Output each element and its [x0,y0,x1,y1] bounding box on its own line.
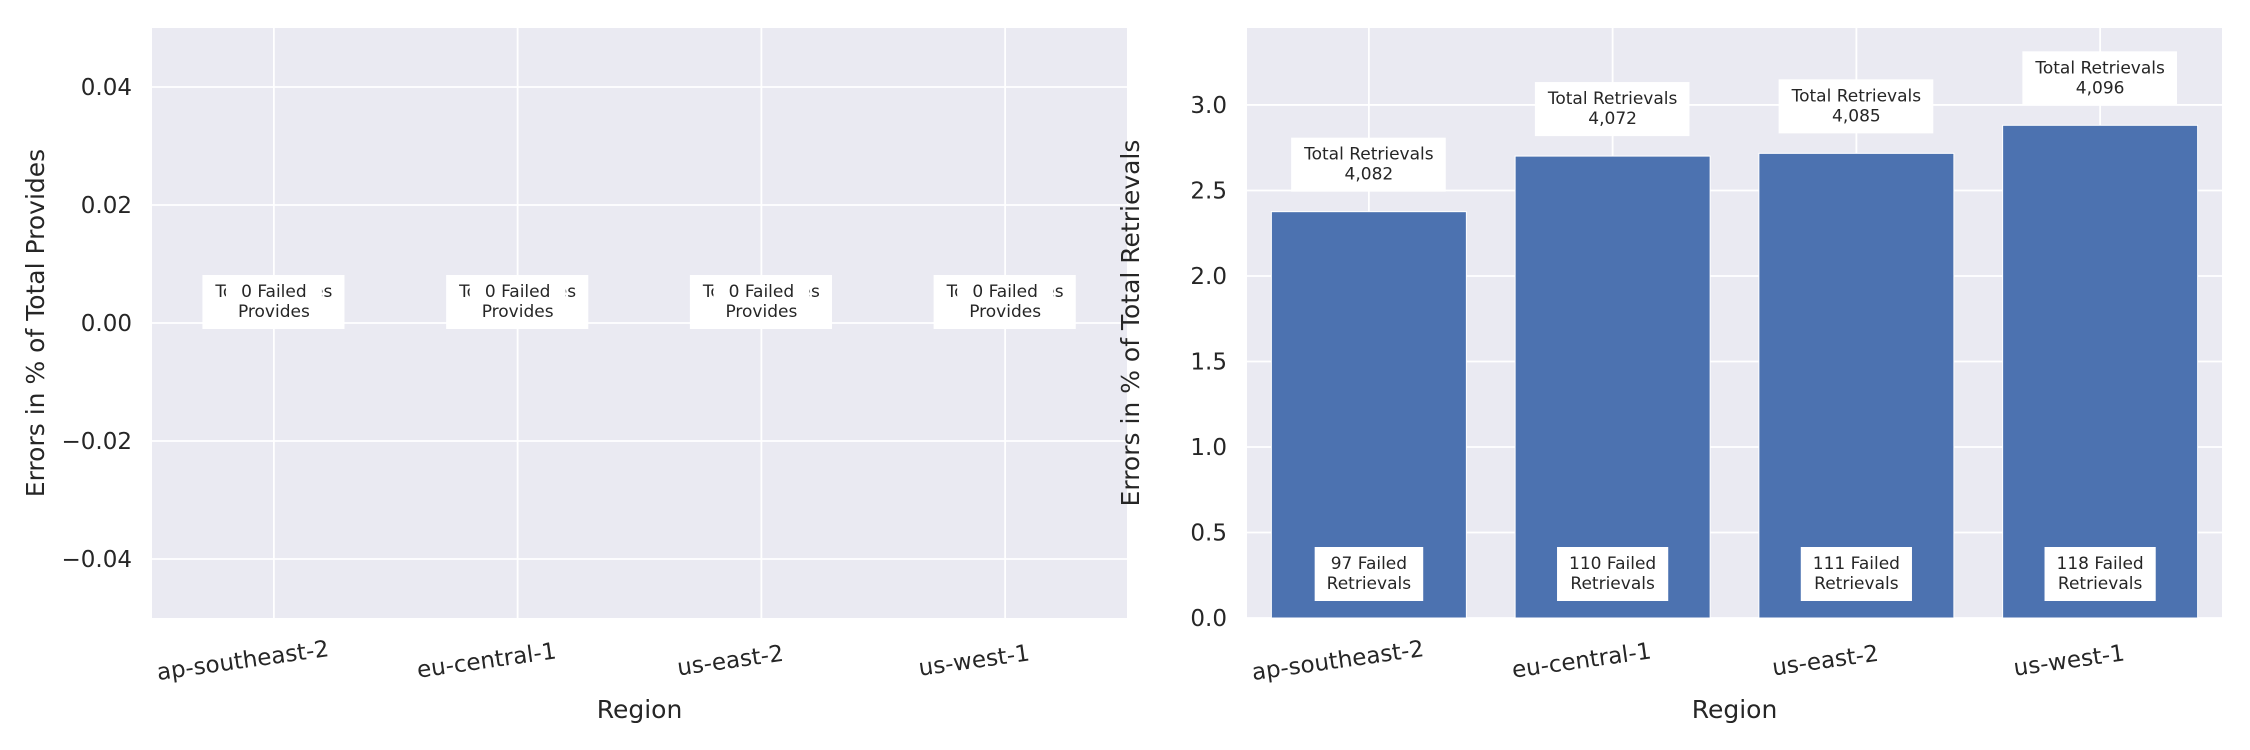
x-tick-label: us-east-2 [1771,641,1881,682]
failed-label-line: 0 Failed [241,282,307,302]
x-tick-label: us-west-1 [2012,640,2126,681]
bar-us-east-2 [1758,152,1955,619]
y-tick-label: 0.00 [81,311,132,337]
x-tick-label: ap-southeast-2 [1250,636,1425,686]
failed-label-box [225,275,322,329]
failed-label-box [713,275,810,329]
failed-label-line: Provides [969,302,1041,322]
y-tick-label: 2.0 [1190,264,1227,290]
failed-label: 118 Failed Retrievals [2057,554,2144,594]
total-label-box [1534,82,1690,137]
failed-label-line: Retrievals [1570,574,1655,594]
failed-label-line: 0 Failed [729,282,795,302]
retrievals-error-chart: 0.0 0.5 1.0 1.5 2.0 2.5 3.0 ap-southeast-2 eu-ce… [1116,28,2222,724]
y-tick-label: 0.02 [81,193,132,219]
total-label-box [1291,137,1446,192]
x-tick-label: us-west-1 [917,640,1031,681]
total-label-line: 4,096 [2076,78,2125,98]
total-label-line: Total Retrievals [2034,58,2165,78]
x-axis-label: Region [1692,695,1778,724]
total-label-line: Total Retrievals [1303,145,1434,165]
total-label-line: 4,072 [1588,109,1637,129]
failed-label-box [1800,547,1912,601]
x-tick-label: ap-southeast-2 [155,636,330,686]
failed-label-line: 0 Failed [972,282,1038,302]
provides-error-chart: 0.04 0.02 0.00 −0.02 −0.04 ap-southeast-2 eu-c… [21,28,1127,724]
failed-label: 97 Failed Retrievals [1327,554,1412,594]
y-tick-label: 3.0 [1190,93,1227,119]
failed-label-line: Retrievals [1327,574,1412,594]
y-tick-label: 1.5 [1190,349,1227,375]
failed-label-box [2044,547,2156,601]
x-tick-label: us-east-2 [676,641,786,682]
failed-label: 0 Failed Provides [969,282,1041,322]
total-label: Total Retrievals 4,072 [1547,89,1678,129]
failed-label-line: 111 Failed [1813,554,1900,574]
failed-label-line: 97 Failed [1331,554,1407,574]
failed-label-line: 118 Failed [2057,554,2144,574]
y-axis-label: Errors in % of Total Provides [21,149,50,497]
total-label: Total Retrievals 4,085 [1791,86,1922,126]
bar-us-west-1 [2002,124,2199,619]
y-tick-label: −0.02 [62,429,132,455]
failed-label-box [1557,547,1669,601]
y-tick-label: 2.5 [1190,178,1227,204]
x-axis-label: Region [597,695,683,724]
failed-label-line: Provides [482,302,554,322]
failed-label-line: Retrievals [2058,574,2143,594]
failed-label-box [469,275,566,329]
failed-label-box [1314,547,1424,601]
y-tick-label: 0.0 [1190,606,1227,632]
total-label: Total Retrievals 4,082 [1303,145,1434,185]
failed-label: 0 Failed Provides [482,282,554,322]
failed-label: 0 Failed Provides [238,282,310,322]
total-label-line: Total Retrievals [1547,89,1678,109]
failed-label-line: 110 Failed [1569,554,1656,574]
failed-label: 110 Failed Retrievals [1569,554,1656,594]
total-label-box [2022,51,2178,106]
y-tick-label: −0.04 [62,547,132,573]
y-tick-label: 0.04 [81,75,132,101]
failed-label: 111 Failed Retrievals [1813,554,1900,594]
y-tick-label: 0.5 [1190,520,1227,546]
bar-eu-central-1 [1514,155,1711,619]
total-label-line: 4,082 [1345,165,1394,185]
total-label-line: 4,085 [1832,106,1881,126]
total-label-line: Total Retrievals [1791,86,1922,106]
total-label: Total Retrievals 4,096 [2034,58,2165,98]
failed-label-line: Retrievals [1814,574,1899,594]
failed-label-line: 0 Failed [485,282,551,302]
x-tick-label: eu-central-1 [1510,638,1653,683]
x-tick-label: eu-central-1 [415,638,558,683]
failed-label: 0 Failed Provides [725,282,797,322]
y-axis-label: Errors in % of Total Retrievals [1116,140,1145,507]
failed-label-line: Provides [238,302,310,322]
total-label-box [1778,79,1934,134]
y-tick-label: 1.0 [1190,435,1227,461]
failed-label-line: Provides [725,302,797,322]
failed-label-box [957,275,1054,329]
